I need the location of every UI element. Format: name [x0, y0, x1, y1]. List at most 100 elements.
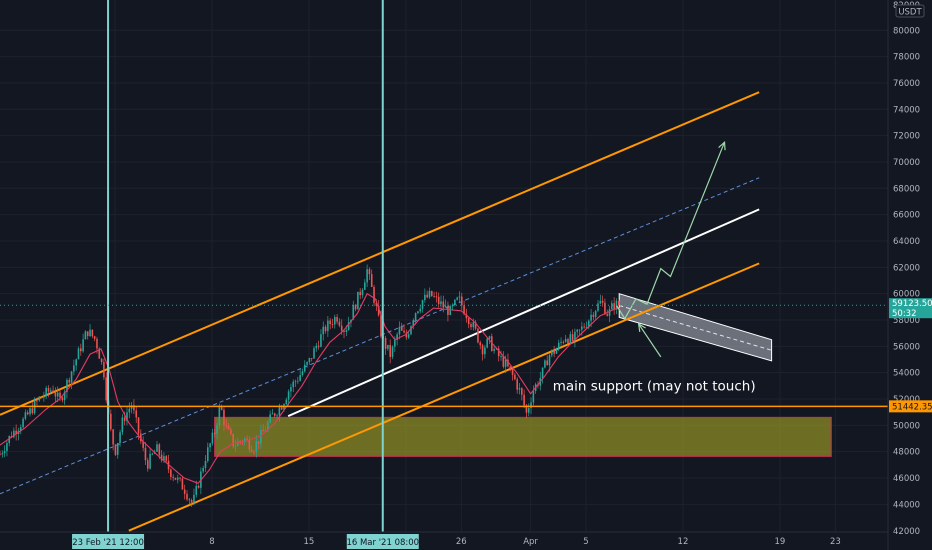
time-axis-background[interactable]: [0, 532, 888, 550]
candle-body-144: [331, 323, 334, 325]
candle-body-93: [213, 432, 216, 434]
candle-body-18: [40, 396, 43, 398]
candle-body-242: [557, 342, 560, 350]
candle-body-70: [160, 454, 163, 461]
currency-badge[interactable]: USDT: [895, 4, 925, 18]
candle-body-174: [400, 326, 403, 331]
currency-badge-label: USDT: [898, 8, 922, 18]
candle-body-155: [357, 291, 359, 310]
candle-body-59: [135, 410, 138, 418]
support-zone[interactable]: [214, 416, 832, 457]
time-tick-label: 8: [209, 537, 214, 547]
candle-body-170: [391, 346, 394, 357]
candle-body-20: [45, 387, 47, 397]
currency-badge-box: [895, 4, 925, 18]
candle-body-61: [140, 433, 142, 442]
candle-body-239: [551, 349, 553, 356]
candle-body-111: [255, 441, 258, 452]
time-tick-label: 15: [304, 537, 315, 547]
candle-body-82: [188, 499, 191, 501]
candle-body-53: [121, 417, 124, 433]
candle-body-117: [269, 414, 271, 423]
candle-body-30: [68, 379, 71, 383]
candle-body-212: [488, 336, 491, 339]
candle-body-226: [521, 388, 523, 395]
candle-body-114: [262, 430, 265, 432]
price-tick-label: 70000: [893, 158, 920, 168]
price-tick-label: 52000: [893, 395, 920, 405]
candle-body-247: [569, 334, 572, 344]
candle-body-76: [174, 477, 177, 480]
candle-body-25: [56, 392, 59, 397]
candle-body-163: [375, 302, 378, 306]
candle-body-98: [225, 424, 228, 426]
candle-body-22: [49, 390, 52, 392]
candle-body-127: [292, 381, 295, 388]
candle-body-12: [26, 412, 29, 415]
candle-body-112: [257, 441, 260, 444]
candle-body-216: [497, 348, 500, 357]
candle-body-26: [59, 392, 61, 398]
candle-body-28: [63, 391, 66, 401]
candle-body-55: [126, 412, 128, 421]
candle-body-31: [70, 371, 73, 383]
candle-body-264: [608, 309, 611, 316]
time-badge-label-1: 16 Mar '21 08:00: [346, 538, 419, 548]
candle-body-33: [75, 359, 77, 366]
candle-body-236: [544, 360, 546, 368]
candle-body-175: [403, 330, 405, 333]
candle-body-146: [336, 316, 338, 322]
annotation-text[interactable]: main support (may not touch): [553, 378, 756, 394]
candle-body-120: [276, 415, 278, 417]
candle-body-182: [419, 308, 422, 312]
trend-line-0[interactable]: [0, 91, 760, 416]
candle-body-84: [193, 494, 195, 503]
price-axis-background[interactable]: [888, 0, 932, 550]
candle-body-13: [29, 408, 31, 415]
candle-body-44: [100, 358, 103, 363]
candle-body-96: [220, 407, 223, 410]
candle-body-256: [590, 314, 592, 321]
candle-body-9: [19, 427, 22, 431]
time-tick-label: 23: [830, 537, 841, 547]
candle-body-261: [601, 300, 604, 303]
price-tick-label: 74000: [893, 105, 920, 115]
candle-body-81: [186, 493, 188, 500]
candle-body-191: [440, 301, 442, 305]
candle-body-255: [587, 320, 590, 328]
candle-body-121: [278, 407, 281, 416]
candle-body-24: [54, 392, 57, 397]
candle-body-210: [484, 347, 486, 355]
current-price-badge-box: [889, 298, 932, 319]
candle-body-202: [465, 314, 468, 319]
candle-body-157: [361, 289, 364, 296]
candle-body-65: [149, 453, 151, 469]
candle-body-83: [190, 500, 193, 503]
trend-line-3[interactable]: [287, 208, 760, 418]
candle-body-74: [170, 469, 172, 477]
candle-body-253: [583, 326, 585, 328]
candle-body-138: [317, 345, 320, 347]
candle-body-187: [430, 290, 433, 297]
projection-arrow-path[interactable]: [615, 141, 726, 320]
candle-body-235: [541, 367, 544, 379]
candle-body-36: [82, 339, 84, 352]
trend-line-1[interactable]: [128, 262, 760, 532]
candle-body-124: [285, 399, 288, 405]
moving-average-line: [0, 292, 621, 484]
grid: [0, 0, 888, 532]
drawings-layer: [615, 140, 726, 358]
candle-body-192: [442, 301, 445, 308]
candle-body-128: [294, 381, 297, 383]
current-price-label: 59123.50: [892, 299, 932, 309]
candle-body-79: [181, 478, 184, 490]
candle-body-197: [454, 299, 456, 306]
candle-body-223: [514, 374, 516, 380]
candle-body-244: [562, 341, 565, 343]
candle-body-268: [617, 300, 620, 306]
candle-body-42: [96, 338, 98, 349]
candle-body-153: [352, 305, 355, 320]
candle-body-165: [380, 315, 382, 337]
candle-body-204: [470, 324, 472, 328]
